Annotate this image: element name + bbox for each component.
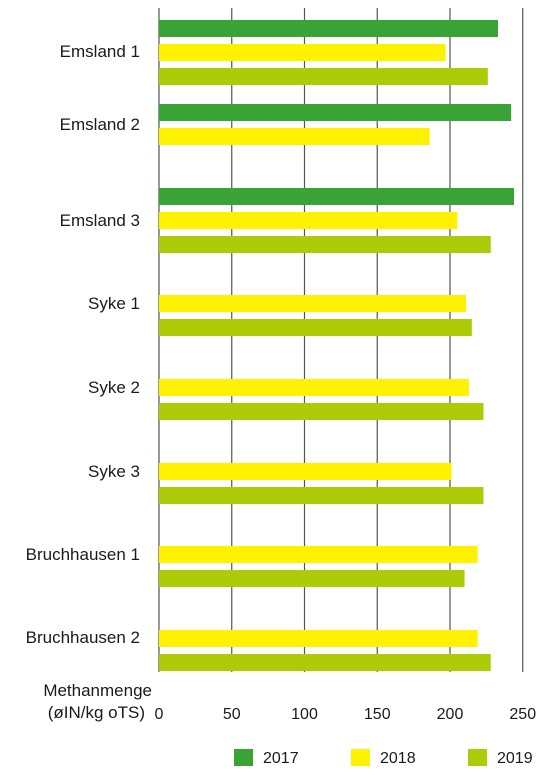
category-labels: Emsland 1 Emsland 2 Emsland 3 Syke 1 Syke 2 S… — [26, 42, 140, 647]
x-tick-label: 200 — [437, 706, 464, 723]
bar-2019-emsland-3 — [159, 236, 491, 253]
category-label: Syke 2 — [88, 378, 140, 397]
legend-label-2018: 2018 — [380, 750, 416, 767]
x-tick-label: 250 — [509, 706, 536, 723]
bar-2018-syke-3 — [159, 463, 452, 480]
category-label: Emsland 1 — [60, 42, 140, 61]
bar-2019-syke-2 — [159, 403, 484, 420]
category-label: Emsland 3 — [60, 211, 140, 230]
bar-2017-emsland-3 — [159, 188, 515, 205]
category-label: Bruchhausen 1 — [26, 545, 140, 564]
bars — [159, 20, 515, 671]
x-axis-label-line2: (øIN/kg oTS) — [48, 703, 145, 722]
legend-label-2019: 2019 — [497, 750, 533, 767]
x-axis-label-line1: Methanmenge — [43, 681, 152, 700]
bar-2018-emsland-2 — [159, 128, 430, 145]
bar-2017-emsland-1 — [159, 20, 499, 37]
bar-2019-bruchhausen-2 — [159, 654, 491, 671]
bar-2019-emsland-1 — [159, 68, 488, 85]
bar-2018-emsland-3 — [159, 212, 458, 229]
x-tick-label: 100 — [291, 706, 318, 723]
bar-2018-bruchhausen-2 — [159, 630, 478, 647]
category-label: Emsland 2 — [60, 115, 140, 134]
category-label: Bruchhausen 2 — [26, 628, 140, 647]
bar-2019-bruchhausen-1 — [159, 570, 465, 587]
x-tick-label: 150 — [364, 706, 391, 723]
bar-2018-bruchhausen-1 — [159, 546, 478, 563]
legend-swatch-2017 — [234, 749, 253, 766]
bar-2018-emsland-1 — [159, 44, 446, 61]
bar-2018-syke-1 — [159, 295, 467, 312]
legend-swatch-2018 — [351, 749, 370, 766]
legend-label-2017: 2017 — [263, 750, 299, 767]
bar-2019-syke-1 — [159, 319, 472, 336]
bar-2019-syke-3 — [159, 487, 484, 504]
category-label: Syke 3 — [88, 462, 140, 481]
legend: 2017 2018 2019 — [234, 749, 533, 767]
x-tick-label: 50 — [223, 706, 241, 723]
bar-2018-syke-2 — [159, 379, 469, 396]
bar-2017-emsland-2 — [159, 104, 512, 121]
legend-swatch-2019 — [468, 749, 487, 766]
x-axis: Methanmenge (øIN/kg oTS) 0 50 100 150 200 250 — [43, 681, 536, 723]
category-label: Syke 1 — [88, 294, 140, 313]
x-tick-label: 0 — [155, 706, 164, 723]
